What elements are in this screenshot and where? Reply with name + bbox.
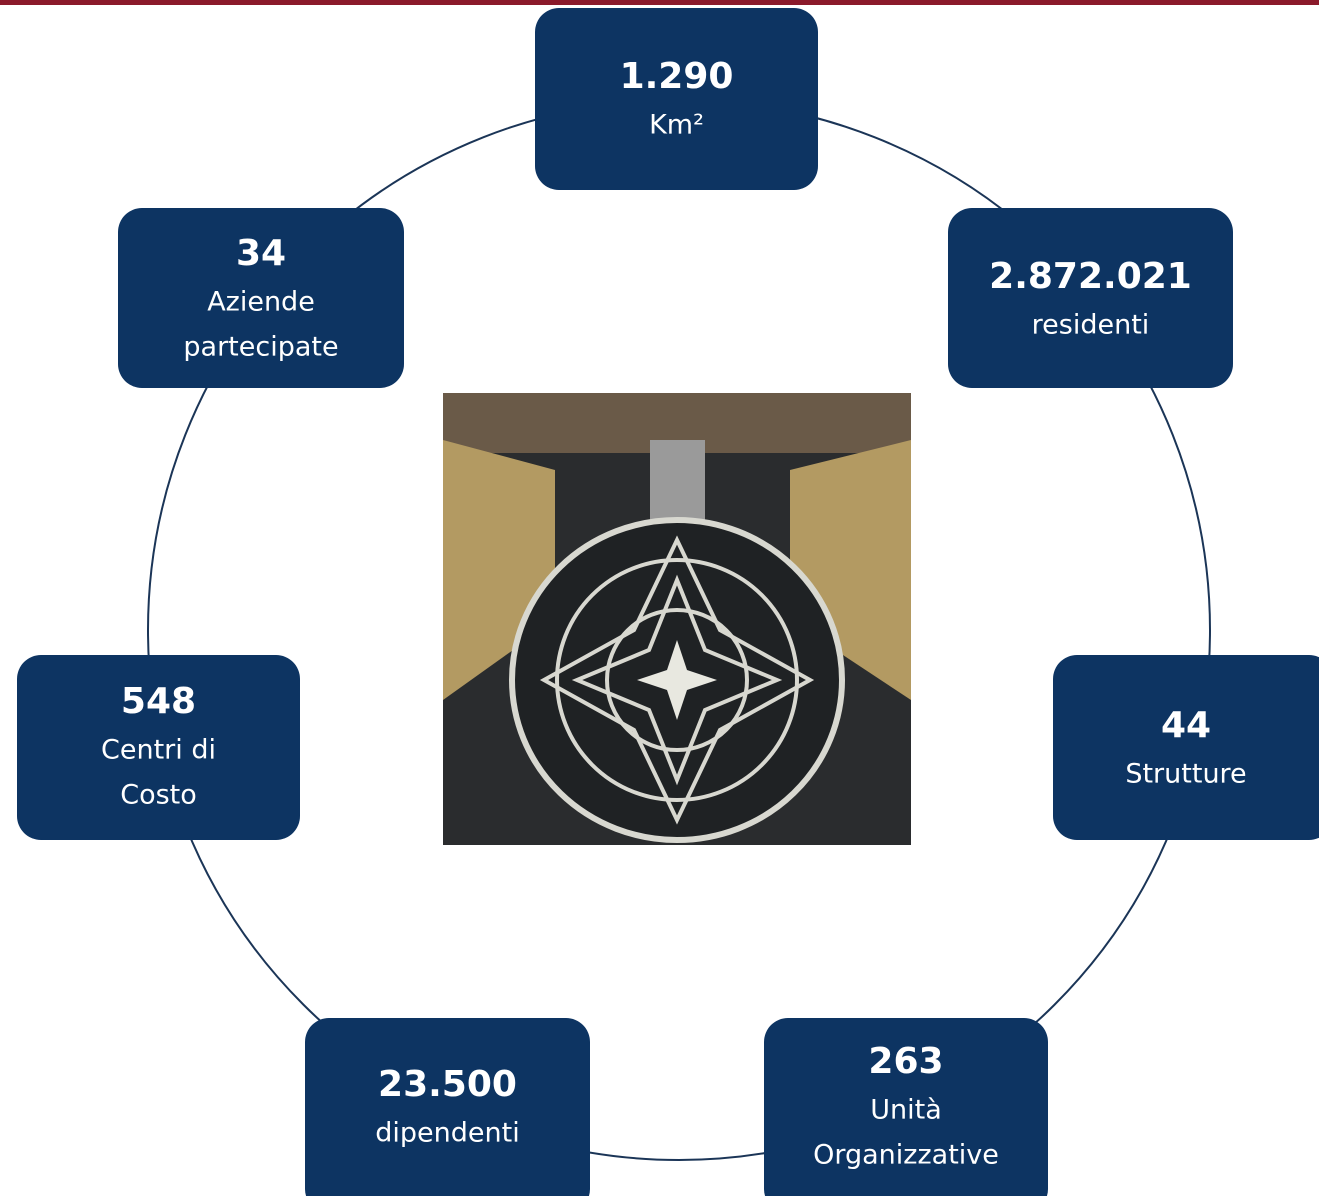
page: 1.290 Km² 2.872.021 residenti 44 Strutture 263… xyxy=(0,0,1319,1196)
node-value: 2.872.021 xyxy=(989,256,1192,297)
node-label: Km² xyxy=(649,110,704,141)
node: 44 Strutture xyxy=(1053,655,1319,840)
node-value: 263 xyxy=(868,1041,943,1082)
node-label: Strutture xyxy=(1125,759,1246,790)
node: 263 Unità Organizzative xyxy=(764,1018,1048,1196)
node: 548 Centri di Costo xyxy=(17,655,300,840)
node-label: dipendenti xyxy=(375,1118,519,1149)
node-value: 23.500 xyxy=(378,1064,517,1105)
node-value: 1.290 xyxy=(620,56,734,97)
node-value: 34 xyxy=(236,233,286,274)
node-value: 44 xyxy=(1161,705,1211,746)
node-box xyxy=(948,208,1233,388)
node: 1.290 Km² xyxy=(535,8,818,190)
node-box xyxy=(535,8,818,190)
node-label: residenti xyxy=(1032,310,1150,341)
node: 34 Aziende partecipate xyxy=(118,208,404,388)
photo xyxy=(443,393,911,845)
diagram: 1.290 Km² 2.872.021 residenti 44 Strutture 263… xyxy=(0,0,1319,1196)
node-label: Aziende xyxy=(207,287,315,318)
top-bar xyxy=(0,0,1319,5)
node-box xyxy=(305,1018,590,1196)
node-label: Unità xyxy=(870,1095,942,1126)
node-label: Organizzative xyxy=(813,1140,999,1171)
node: 2.872.021 residenti xyxy=(948,208,1233,388)
node-label: Centri di xyxy=(101,735,216,766)
node: 23.500 dipendenti xyxy=(305,1018,590,1196)
node-box xyxy=(1053,655,1319,840)
node-label: Costo xyxy=(120,780,197,811)
node-label: partecipate xyxy=(183,332,338,363)
node-value: 548 xyxy=(121,681,196,722)
